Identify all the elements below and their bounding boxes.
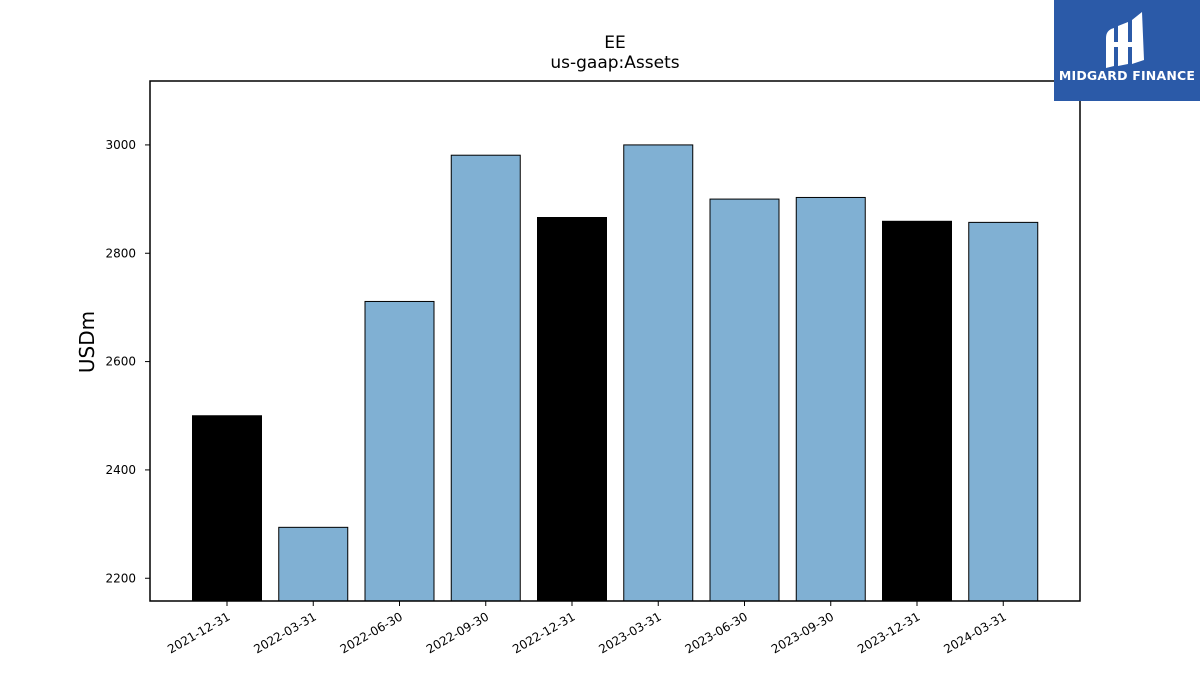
x-tick-label: 2023-03-31 (596, 609, 663, 656)
bar-2024-03-31 (968, 221, 1039, 602)
bar-2022-09-30 (450, 154, 521, 602)
bar-2023-06-30 (709, 198, 780, 602)
midgard-logo-icon (1106, 12, 1144, 68)
bars-group (192, 144, 1039, 602)
y-tick-label: 2600 (105, 355, 136, 369)
bar-2022-06-30 (364, 300, 435, 602)
bar-2023-09-30 (795, 196, 866, 602)
y-tick-label: 2800 (105, 246, 136, 260)
bar-2022-03-31 (278, 526, 349, 602)
x-tick-label: 2023-09-30 (769, 609, 836, 656)
x-tick-label: 2023-06-30 (683, 609, 750, 656)
x-tick-label: 2024-03-31 (941, 609, 1008, 656)
x-tick-label: 2022-12-31 (510, 609, 577, 656)
bar-2022-12-31 (537, 217, 607, 602)
x-axis: 2021-12-31 2022-03-31 2022-06-30 2022-09-30… (165, 601, 1009, 656)
x-tick-label: 2022-06-30 (338, 609, 405, 656)
x-tick-label: 2023-12-31 (855, 609, 922, 656)
brand-logo: MIDGARD FINANCE (1054, 0, 1200, 101)
x-tick-label: 2022-09-30 (424, 609, 491, 656)
chart-title: EE (604, 33, 625, 53)
y-axis-label: USDm (75, 311, 99, 373)
bar-2021-12-31 (192, 415, 262, 602)
plot-frame (149, 80, 1081, 602)
x-tick-label: 2022-03-31 (251, 609, 318, 656)
chart-subtitle: us-gaap:Assets (550, 53, 679, 73)
y-tick-label: 3000 (105, 138, 136, 152)
bar-2023-03-31 (623, 144, 694, 602)
y-tick-label: 2400 (105, 463, 136, 477)
y-axis: 2200 2400 2600 2800 3000 (105, 138, 150, 585)
brand-name: MIDGARD FINANCE (1058, 68, 1196, 83)
bar-2023-12-31 (882, 220, 952, 602)
x-tick-label: 2021-12-31 (165, 609, 232, 656)
y-tick-label: 2200 (105, 571, 136, 585)
